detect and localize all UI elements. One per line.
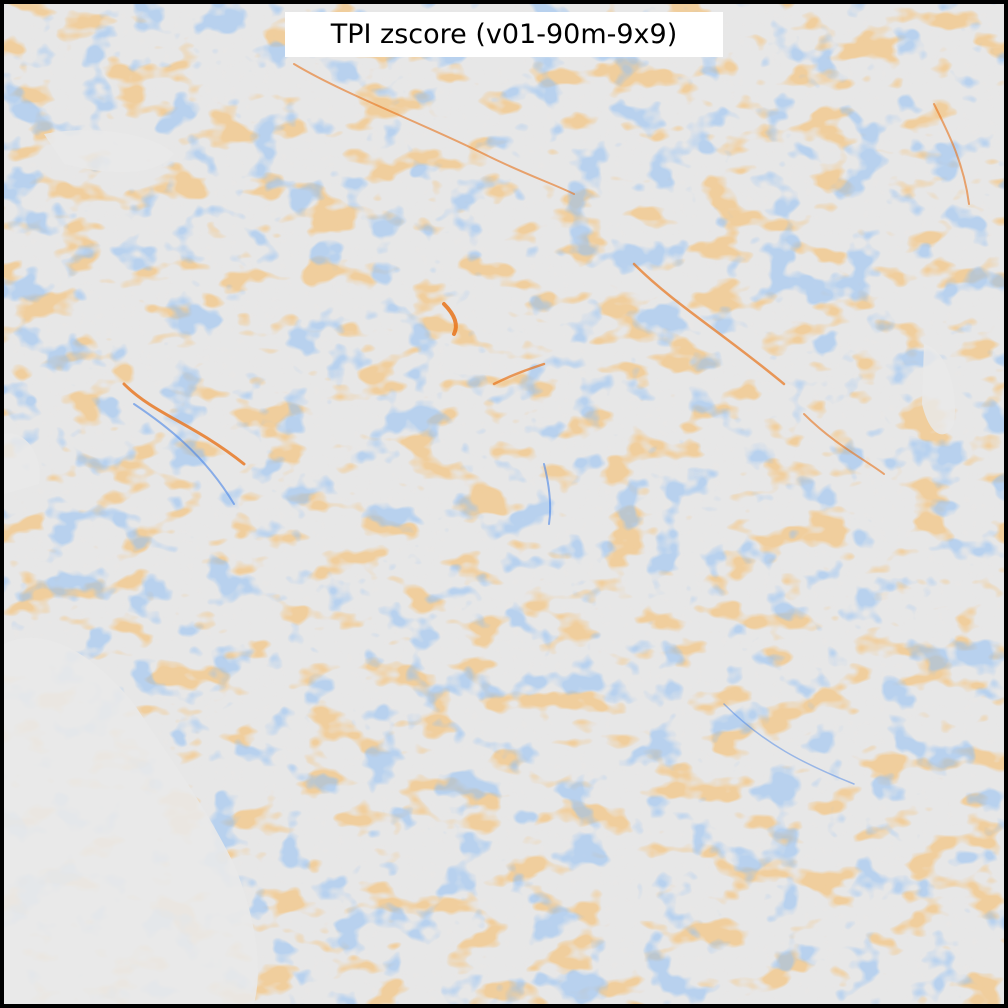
tpi-raster [4, 4, 1004, 1004]
flat-area-southwest [4, 637, 258, 1004]
map-title-box: TPI zscore (v01-90m-9x9) [285, 12, 723, 57]
ridge-highlights [122, 63, 970, 785]
map-title: TPI zscore (v01-90m-9x9) [330, 19, 678, 50]
flat-area-east [922, 344, 955, 435]
flat-area-west [4, 433, 40, 494]
flat-area-northwest [44, 130, 174, 173]
